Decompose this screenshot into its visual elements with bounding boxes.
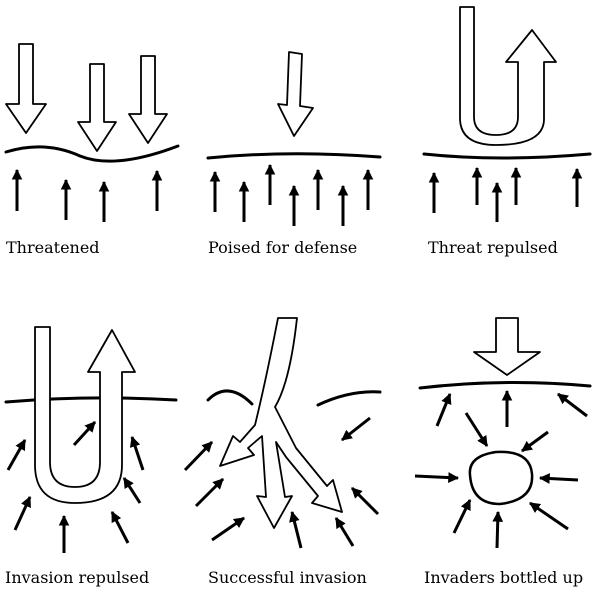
hollow-arrow-down [77,63,117,152]
defender-arrow [464,412,489,447]
defender-arrow [129,435,145,471]
defender-arrows [11,168,163,222]
defender-arrows [428,166,583,222]
u-turn-arrow [459,6,557,146]
panel-threatened [4,43,180,222]
hollow-arrow-down [5,43,47,134]
branching-invader-arrow [219,317,343,529]
defender-arrows [209,163,374,226]
panel-poised [206,51,382,226]
defender-arrow [72,420,97,447]
defender-arrow [334,517,355,547]
panel-invasion-repulsed [4,326,178,553]
defender-arrow [452,499,472,534]
caption-threat-repulsed: Threat repulsed [428,238,558,257]
defender-arrows [6,420,145,553]
caption-threatened: Threatened [6,238,100,257]
panel-bottled-up [414,317,592,549]
panel-threat-repulsed [422,6,592,222]
caption-successful-invasion: Successful invasion [208,568,367,587]
surface-line [4,396,178,404]
contained-invader-blob [468,450,534,506]
defender-arrow [521,430,549,453]
defender-arrow [350,486,380,516]
caption-invaders-bottled-up: Invaders bottled up [424,568,584,587]
defender-arrow [529,501,569,531]
defender-arrow [6,439,27,471]
defender-arrow [538,473,579,484]
hollow-arrow-down [128,55,168,144]
defender-arrow [557,392,588,418]
panel-successful-invasion [183,317,382,549]
surface-line [206,389,382,407]
surface-line [206,152,382,160]
defender-arrow [492,510,504,549]
defender-arrow [183,440,214,472]
caption-invasion-repulsed: Invasion repulsed [5,568,150,587]
defender-arrows [183,416,380,549]
surface-line [422,152,592,160]
defender-arrow [435,392,452,427]
defender-arrow [414,472,460,483]
caption-poised-for-defense: Poised for defense [208,238,358,257]
defender-arrow [341,416,371,442]
defender-arrow [110,511,130,544]
defender-arrows [414,389,588,549]
surface-line [4,144,180,163]
defender-arrow [289,510,303,549]
defender-arrow [13,496,32,531]
surface-line [418,380,592,390]
threat-arrows [5,43,168,152]
u-turn-arrow [34,326,136,504]
hollow-arrow-down [473,317,541,376]
hollow-arrow-down [277,51,314,137]
defender-arrow [211,516,245,542]
defender-arrow [122,477,142,504]
defender-arrow [194,477,225,508]
